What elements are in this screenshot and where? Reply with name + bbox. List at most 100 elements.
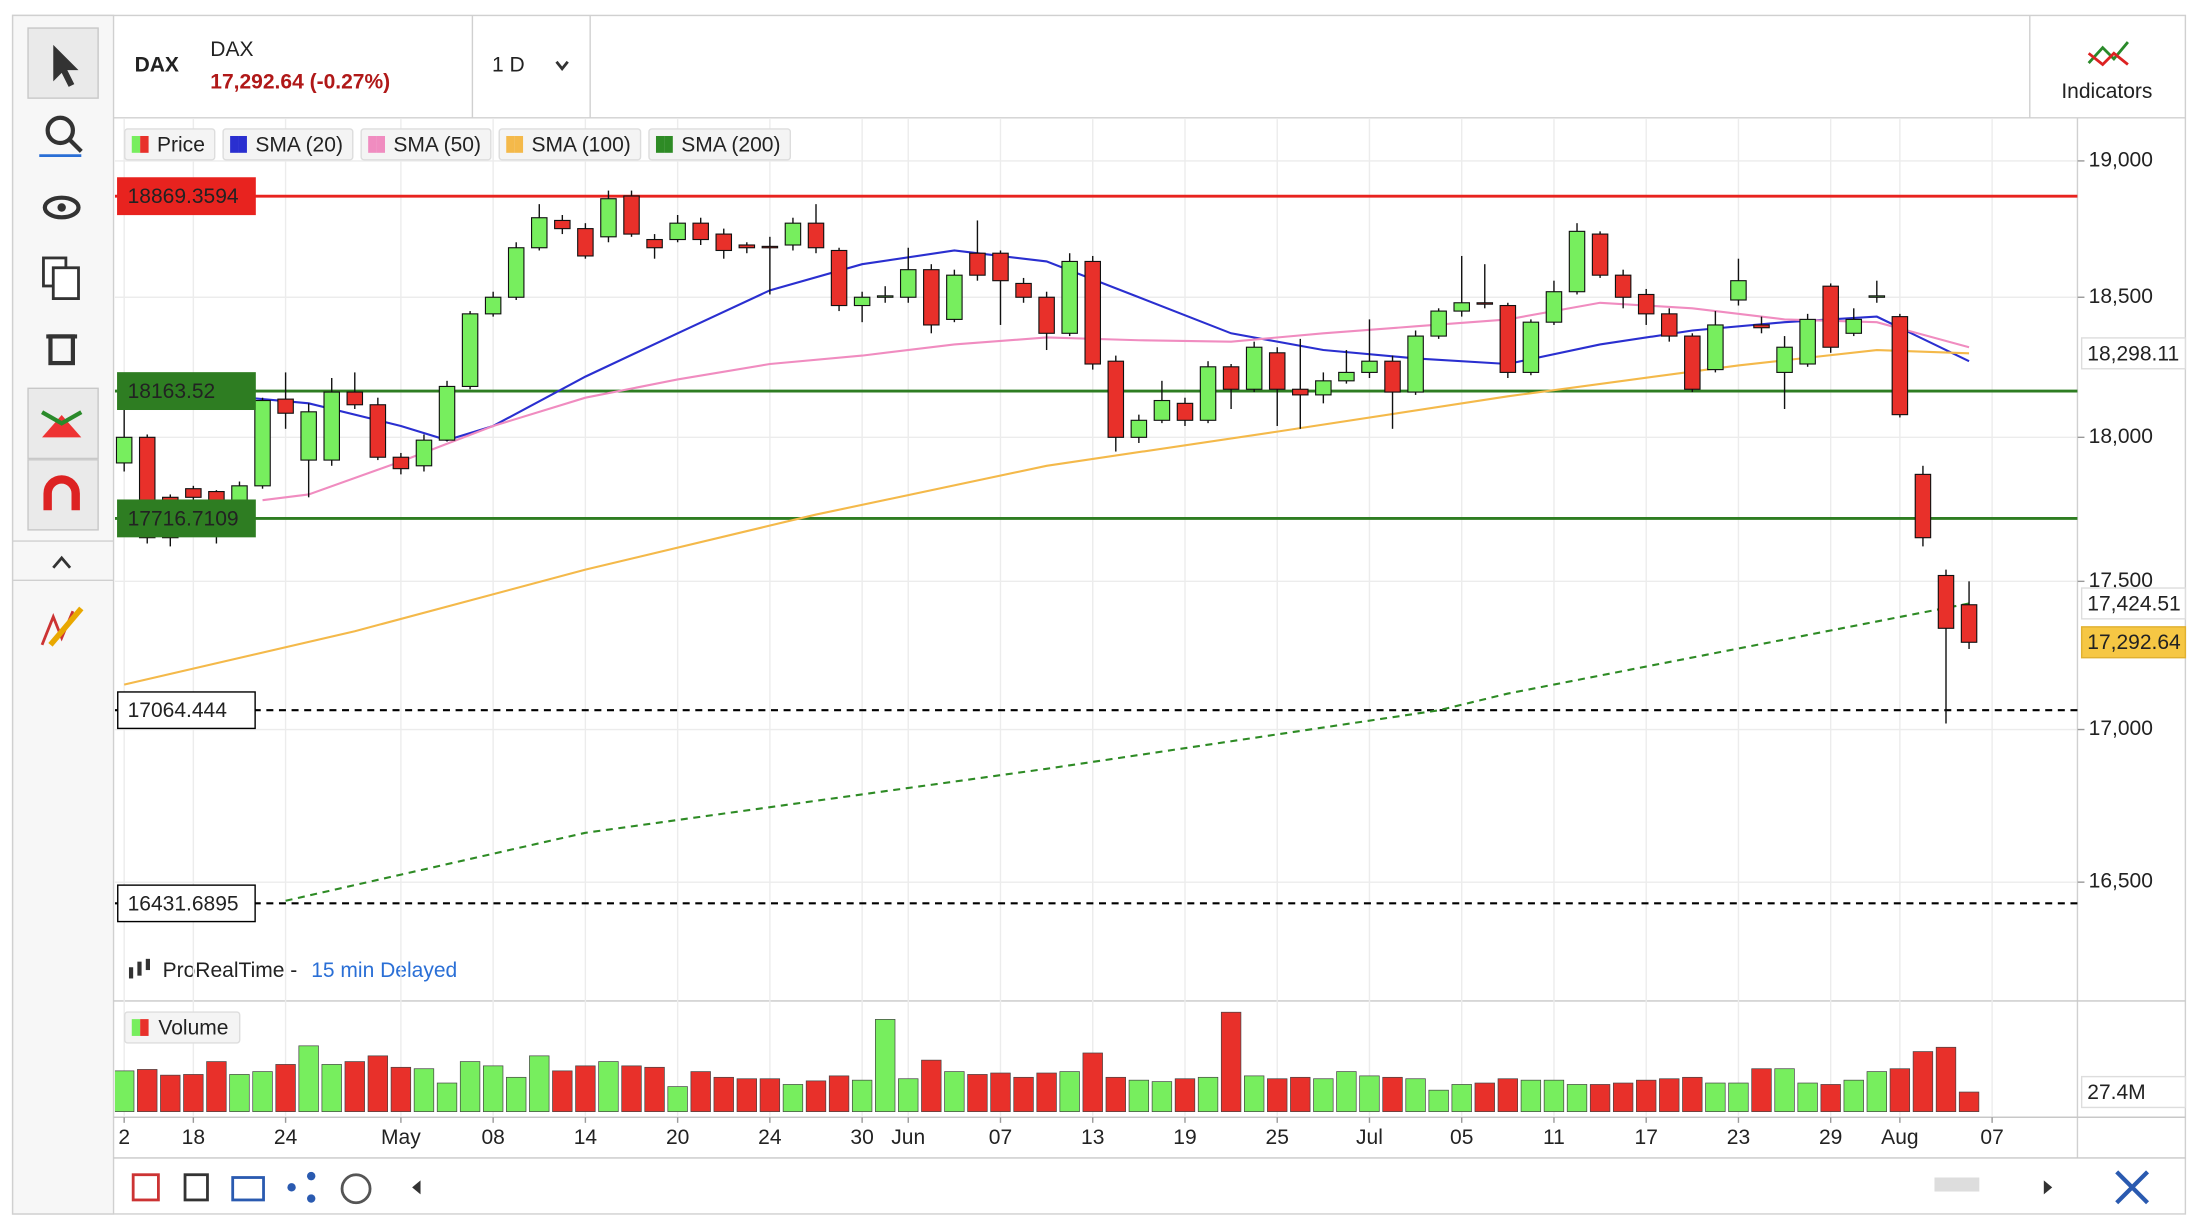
legend-label: SMA (100) xyxy=(531,133,630,156)
view-tool[interactable] xyxy=(42,195,81,220)
volume-bar xyxy=(413,1068,435,1112)
x-tick-label: 23 xyxy=(1727,1126,1750,1149)
candle-body xyxy=(507,247,525,298)
volume-bar xyxy=(1474,1082,1495,1112)
frame xyxy=(11,14,2187,1215)
candle-body xyxy=(1937,574,1955,629)
volume-bar xyxy=(298,1045,319,1112)
volume-bar xyxy=(1220,1011,1242,1112)
volume-bar xyxy=(598,1061,619,1112)
interval-dropdown[interactable] xyxy=(555,60,569,71)
collapse-button[interactable] xyxy=(52,555,72,569)
candle-body xyxy=(1384,360,1401,393)
candle-body xyxy=(761,245,779,249)
volume-bar xyxy=(898,1078,919,1112)
magnet-icon xyxy=(43,475,80,511)
volume-bar xyxy=(875,1019,896,1112)
x-tick-label: 05 xyxy=(1450,1126,1473,1149)
volume-tag xyxy=(2080,1075,2187,1109)
volume-bar xyxy=(1774,1068,1795,1112)
candle-body xyxy=(1107,360,1125,438)
y-tick-label: 17,000 xyxy=(2089,717,2153,740)
candle-body xyxy=(1753,324,1770,329)
x-tick-label: 19 xyxy=(1173,1126,1196,1149)
x-tick-label: 29 xyxy=(1819,1126,1842,1149)
interval[interactable]: 1 D xyxy=(492,53,525,76)
legend-swatch xyxy=(230,135,239,153)
legend-label: SMA (200) xyxy=(681,133,780,156)
legend-swatch xyxy=(506,135,515,153)
volume-bar xyxy=(1405,1078,1426,1112)
quote: 17,292.64 (-0.27%) xyxy=(210,70,390,93)
candle-body xyxy=(1684,335,1701,390)
candle-body xyxy=(1245,346,1263,390)
volume-bar xyxy=(252,1071,273,1112)
last-value-tag xyxy=(2080,337,2187,370)
candle-body xyxy=(853,296,871,307)
volume-bar xyxy=(1843,1079,1864,1112)
candle-body xyxy=(1176,402,1194,421)
volume-bar xyxy=(921,1059,942,1112)
candle-body xyxy=(1361,360,1378,373)
symbol: DAX xyxy=(135,53,179,76)
level-label: 18163.52 xyxy=(128,380,216,403)
x-tick-label: 20 xyxy=(666,1126,689,1149)
volume-bar xyxy=(782,1084,804,1112)
candle-body xyxy=(277,398,294,414)
x-tick-label: 07 xyxy=(989,1126,1012,1149)
legend-swatch xyxy=(131,1019,141,1036)
last-value-label: 18,298.11 xyxy=(2087,342,2179,365)
legend-item xyxy=(498,128,642,161)
volume-bar xyxy=(344,1061,365,1112)
zoom-tool[interactable] xyxy=(39,115,83,158)
candle-body xyxy=(531,217,548,249)
volume-title: Volume xyxy=(158,1016,228,1039)
candle-body xyxy=(1015,282,1032,298)
delete-tool[interactable] xyxy=(46,334,78,366)
copy-tool[interactable] xyxy=(42,256,80,300)
x-tick-label: May xyxy=(381,1126,421,1149)
volume-bar xyxy=(529,1055,550,1112)
candle-body xyxy=(1453,302,1470,312)
volume-bar xyxy=(944,1071,965,1112)
legend-item xyxy=(648,128,792,161)
candle-body xyxy=(876,295,894,298)
candle-body xyxy=(1130,419,1148,438)
candle-body xyxy=(1407,335,1424,393)
volume-bar xyxy=(1820,1084,1841,1112)
candle-body xyxy=(1061,260,1078,334)
footer-tools[interactable] xyxy=(131,1170,2150,1205)
x-tick-label: Jun xyxy=(891,1126,925,1149)
volume-bar xyxy=(644,1066,665,1112)
volume-last-label: 27.4M xyxy=(2087,1081,2145,1104)
y-tick-label: 18,500 xyxy=(2089,285,2153,308)
volume-bar xyxy=(1682,1076,1703,1112)
price-pane xyxy=(114,190,2078,905)
volume-bar xyxy=(1267,1078,1288,1112)
candle-body xyxy=(369,404,387,458)
draw-tool[interactable] xyxy=(40,606,84,647)
volume-bar xyxy=(851,1079,873,1112)
legend-swatch xyxy=(131,135,141,153)
candle-body xyxy=(1222,366,1240,390)
y-tick-label: 17,500 xyxy=(2089,569,2153,592)
candle-body xyxy=(231,485,248,501)
volume-bar xyxy=(805,1080,827,1112)
candle-body xyxy=(1730,280,1747,301)
close-tag xyxy=(2080,626,2187,659)
candle-body xyxy=(830,249,848,307)
candle-body xyxy=(438,385,456,441)
legend-swatch xyxy=(140,1019,149,1036)
x-tick-label: 17 xyxy=(1635,1126,1658,1149)
indicators-icon[interactable] xyxy=(2087,41,2129,67)
volume-bar xyxy=(1589,1084,1611,1112)
volume-bar xyxy=(1659,1078,1680,1112)
level-label: 17064.444 xyxy=(128,699,228,722)
magnet-tool[interactable] xyxy=(27,459,99,531)
source: ProRealTime - xyxy=(163,959,298,982)
volume-bar xyxy=(1612,1082,1634,1112)
level-label-box xyxy=(117,499,256,538)
x-tick-label: 2 xyxy=(118,1126,130,1149)
indicators-button[interactable]: Indicators xyxy=(2061,80,2152,103)
